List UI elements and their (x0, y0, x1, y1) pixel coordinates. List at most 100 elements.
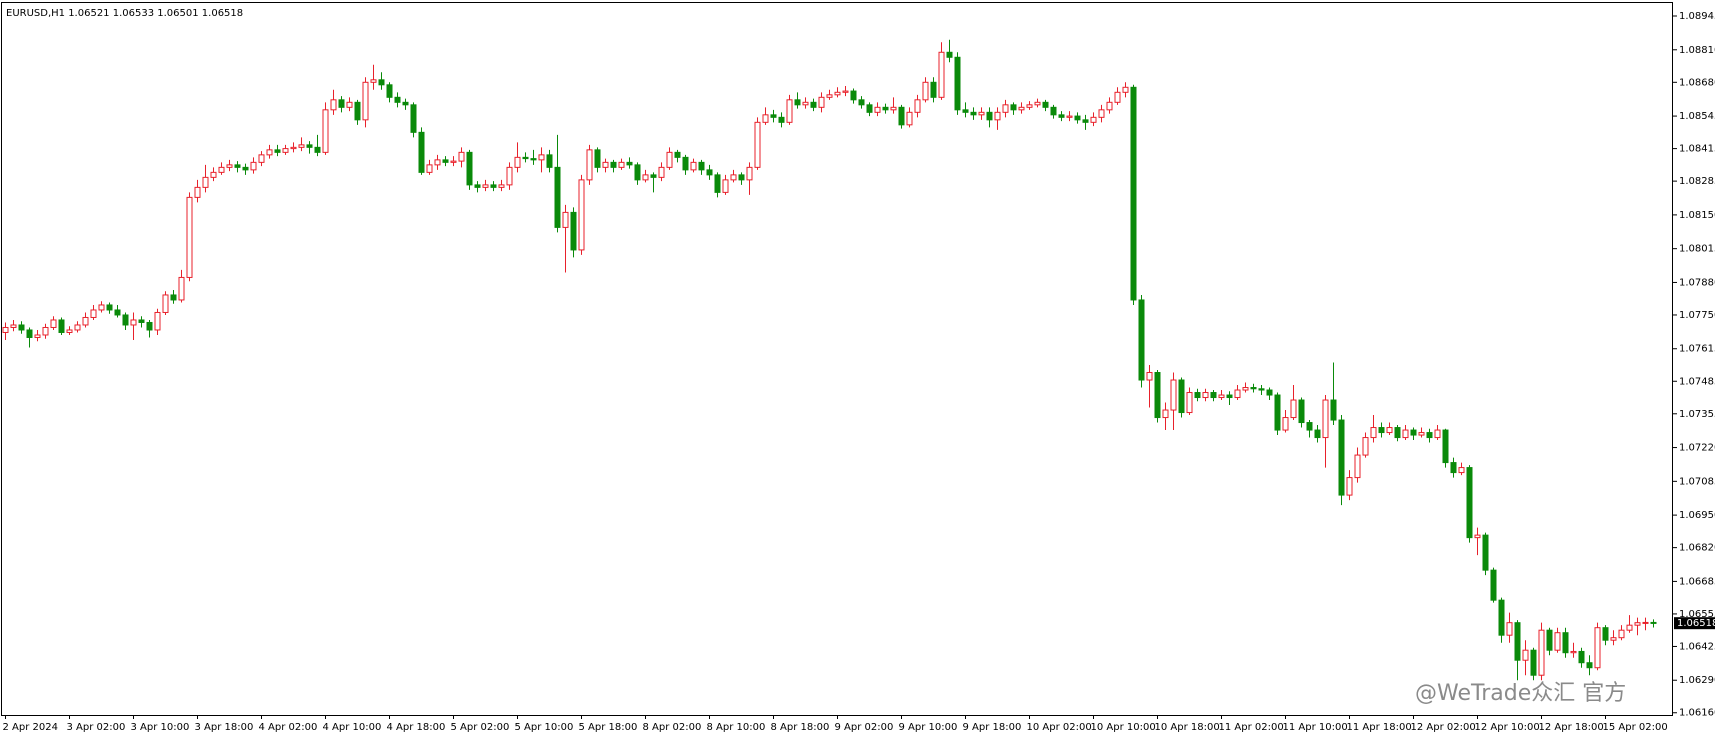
candle (1570, 642, 1577, 658)
chart-title: EURUSD,H1 1.06521 1.06533 1.06501 1.0651… (6, 8, 243, 19)
candle-body (1346, 477, 1353, 496)
candle (498, 179, 505, 192)
x-tick-label: 5 Apr 10:00 (515, 722, 574, 733)
candle-body (1642, 621, 1649, 624)
x-tick-label: 10 Apr 18:00 (1155, 722, 1220, 733)
candle (90, 304, 97, 320)
candle-body (818, 96, 825, 108)
candle (1154, 370, 1161, 423)
candle-body (698, 161, 705, 171)
candle-body (1178, 379, 1185, 414)
candle (874, 102, 881, 117)
candle-body (1186, 392, 1193, 414)
candle-body (154, 311, 161, 331)
candle-body (1154, 372, 1161, 419)
candle-body (482, 184, 489, 188)
candle-body (1050, 106, 1057, 116)
candle-body (290, 146, 297, 150)
y-tick-label: 1.06685 (1679, 576, 1715, 587)
candle (1290, 385, 1297, 421)
candle (1578, 647, 1585, 668)
candle (1474, 527, 1481, 556)
candle (1410, 427, 1417, 441)
candle (1554, 627, 1561, 653)
candle (290, 142, 297, 153)
candle (1322, 395, 1329, 468)
candle (1458, 462, 1465, 476)
watermark: @WeTrade众汇 官方 (1415, 681, 1626, 706)
candle-body (466, 151, 473, 186)
y-tick-label: 1.08680 (1679, 77, 1715, 88)
candle (1514, 620, 1521, 681)
candle (1378, 422, 1385, 438)
candle (202, 164, 209, 193)
candle-body (1090, 116, 1097, 123)
candle-body (250, 161, 257, 171)
candle-body (26, 329, 33, 338)
candle (1354, 447, 1361, 483)
candle-body (370, 79, 377, 83)
candle (530, 149, 537, 165)
candle (234, 161, 241, 173)
y-tick-label: 1.06160 (1679, 708, 1715, 719)
candle (946, 39, 953, 63)
candle (922, 77, 929, 103)
candle-body (1202, 392, 1209, 399)
candle-body (1530, 649, 1537, 676)
candle-body (706, 169, 713, 176)
candle (594, 147, 601, 173)
candle (210, 167, 217, 182)
candle-body (338, 99, 345, 108)
candle-body (1082, 119, 1089, 123)
candle-body (210, 171, 217, 178)
candle (1106, 97, 1113, 114)
candle-body (218, 166, 225, 173)
candle (1562, 627, 1569, 658)
candle (402, 98, 409, 110)
candle (1002, 99, 1009, 118)
candle (122, 312, 129, 330)
candle-body (130, 319, 137, 326)
candle-body (1514, 622, 1521, 661)
candle (1650, 619, 1657, 628)
candle-body (522, 156, 529, 160)
candle (962, 102, 969, 118)
candle-body (554, 166, 561, 228)
candle (1602, 625, 1609, 646)
candle (1090, 112, 1097, 127)
candle (242, 163, 249, 175)
x-tick-label: 3 Apr 10:00 (131, 722, 190, 733)
candle (882, 103, 889, 114)
candle-body (458, 151, 465, 162)
candle-body (1018, 106, 1025, 111)
candle (1330, 362, 1337, 426)
candle-body (1394, 427, 1401, 439)
x-tick-label: 8 Apr 18:00 (771, 722, 830, 733)
candle-body (98, 304, 105, 311)
candle (322, 102, 329, 155)
candle-body (674, 151, 681, 158)
candle-body (274, 149, 281, 153)
candle-body (1258, 388, 1265, 391)
candle (42, 323, 49, 339)
candle-body (690, 161, 697, 171)
candle (34, 329, 41, 342)
candle (1386, 422, 1393, 436)
candle (1634, 617, 1641, 636)
candle (722, 174, 729, 195)
candle (1394, 425, 1401, 442)
candle-body (258, 154, 265, 163)
candle (1538, 622, 1545, 681)
candle-body (842, 90, 849, 93)
candle-body (1098, 109, 1105, 118)
x-tick-label: 10 Apr 02:00 (1027, 722, 1092, 733)
candle (1050, 104, 1057, 119)
y-tick-label: 1.08015 (1679, 244, 1715, 255)
candle (570, 207, 577, 258)
candle (826, 89, 833, 100)
candle-body (786, 99, 793, 123)
candle-body (1570, 650, 1577, 654)
candle-body (1034, 101, 1041, 106)
candle (1442, 428, 1449, 468)
